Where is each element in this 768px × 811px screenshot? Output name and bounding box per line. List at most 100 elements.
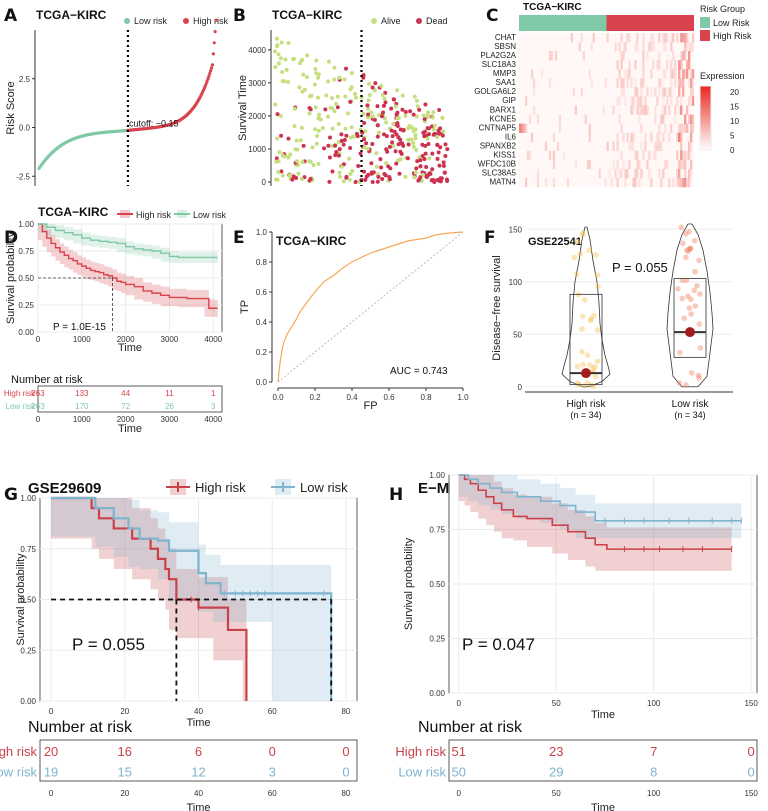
heatmap-cell <box>624 96 627 106</box>
heatmap-cell <box>592 33 595 43</box>
heatmap-cell <box>658 51 661 61</box>
heatmap-cell <box>598 168 601 179</box>
panel-label: E <box>233 228 245 248</box>
patient-point <box>279 169 284 174</box>
heatmap-cell <box>674 69 677 79</box>
sample-point <box>683 231 689 237</box>
heatmap-cell <box>640 141 643 152</box>
heatmap-cell <box>680 123 683 133</box>
patient-point <box>305 53 310 58</box>
risk-count: 0 <box>748 764 755 779</box>
y-tick-label: 3000 <box>248 79 266 88</box>
heatmap-cell <box>616 132 619 143</box>
sample-point <box>676 380 683 386</box>
patient-point <box>314 58 319 63</box>
patient-point <box>337 147 342 152</box>
heatmap-cell <box>636 33 639 43</box>
heatmap-cell <box>548 78 552 88</box>
patient-point <box>387 177 392 182</box>
patient-point <box>362 169 367 174</box>
heatmap-cell <box>618 42 621 52</box>
patient-point <box>412 175 417 180</box>
heatmap-cell <box>624 168 627 179</box>
heatmap-cell <box>690 159 693 170</box>
risk-count: 19 <box>44 764 58 779</box>
heatmap-cell <box>668 105 671 115</box>
heatmap-cell <box>684 150 687 161</box>
patient-point <box>343 126 348 131</box>
heatmap-cell <box>519 123 522 133</box>
patient-point <box>426 114 431 119</box>
heatmap-cell <box>638 114 641 124</box>
patient-point <box>390 140 395 145</box>
patient-point <box>275 36 280 41</box>
patient-point <box>275 136 280 141</box>
patient-point <box>333 143 338 148</box>
heatmap-cell <box>636 42 639 52</box>
risk-count: 3 <box>269 764 276 779</box>
heatmap-cell <box>664 33 667 43</box>
patient-point <box>421 172 426 177</box>
patient-point <box>330 126 335 131</box>
x-tick-label: 4000 <box>204 335 222 344</box>
patient-point <box>435 156 440 161</box>
heatmap-cell <box>688 114 691 124</box>
gene-label: WFDC10B <box>478 160 516 169</box>
heatmap-cell <box>674 114 677 124</box>
patient-point <box>418 164 423 169</box>
y-tick-label: 2000 <box>248 112 266 121</box>
patient-point <box>413 127 418 132</box>
patient-point <box>387 144 392 149</box>
patient-point <box>379 83 384 88</box>
heatmap-cell <box>686 42 689 52</box>
sample-point <box>594 358 601 364</box>
risk-table-panel <box>37 385 223 413</box>
patient-point <box>432 123 437 128</box>
x-tick-label: 3000 <box>161 335 179 344</box>
heatmap-cell <box>680 33 683 43</box>
risk-count: 16 <box>118 744 132 759</box>
box <box>569 293 603 386</box>
heatmap-cell <box>682 159 685 170</box>
patient-point <box>430 151 435 156</box>
risk-row-label: High risk <box>4 389 36 398</box>
median-point <box>685 327 695 338</box>
risk-count: 170 <box>75 402 89 411</box>
heatmap-cell <box>632 141 635 152</box>
patient-point <box>390 134 395 139</box>
patient-point <box>369 161 374 166</box>
heatmap-cell <box>636 150 639 161</box>
gene-label: GOLGA6L2 <box>474 87 516 96</box>
patient-point <box>383 173 388 178</box>
legend-low-marker <box>124 18 130 24</box>
heatmap-cell <box>566 177 570 188</box>
y-tick-label: 1.0 <box>256 228 268 237</box>
risk-count: 8 <box>650 764 657 779</box>
heatmap-cell <box>648 150 651 161</box>
sample-point <box>688 311 694 317</box>
heatmap-cell <box>656 96 659 106</box>
gene-label: SLC18A3 <box>482 60 517 69</box>
patient-point <box>423 102 428 107</box>
heatmap-cell <box>692 69 695 79</box>
patient-point <box>280 69 285 74</box>
heatmap-cell <box>562 150 566 161</box>
patient-point <box>375 179 380 184</box>
risk-count: 3 <box>211 402 216 411</box>
patient-point <box>280 79 285 84</box>
legend-box-low <box>275 479 291 495</box>
x-tick-label: 1000 <box>73 335 91 344</box>
patient-point <box>437 163 442 168</box>
legend-high-marker <box>183 18 189 24</box>
sample-point <box>677 349 683 356</box>
auc-label: AUC = 0.743 <box>390 366 448 377</box>
heatmap-cell <box>670 96 673 106</box>
heatmap-cell <box>588 69 591 79</box>
sample-point <box>579 230 586 236</box>
risk-row-label: Low risk <box>398 764 446 779</box>
risk-count: 20 <box>44 744 58 759</box>
patient-point <box>398 157 403 162</box>
patient-point <box>300 89 305 94</box>
sample-point <box>688 296 694 303</box>
